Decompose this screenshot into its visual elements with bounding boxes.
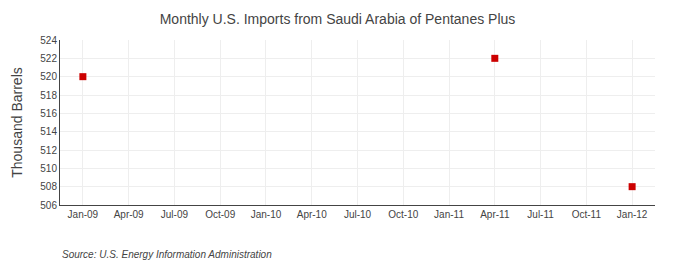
svg-text:Oct-11: Oct-11 bbox=[572, 209, 602, 220]
svg-text:Oct-09: Oct-09 bbox=[205, 209, 235, 220]
svg-text:506: 506 bbox=[40, 200, 57, 211]
svg-text:Monthly U.S. Imports from Saud: Monthly U.S. Imports from Saudi Arabia o… bbox=[160, 11, 516, 27]
svg-text:Jan-10: Jan-10 bbox=[251, 209, 282, 220]
svg-text:514: 514 bbox=[40, 126, 57, 137]
svg-text:Jan-09: Jan-09 bbox=[68, 209, 99, 220]
svg-text:Apr-10: Apr-10 bbox=[297, 209, 327, 220]
svg-text:Jan-11: Jan-11 bbox=[434, 209, 464, 220]
svg-text:516: 516 bbox=[40, 108, 57, 119]
svg-text:Jul-11: Jul-11 bbox=[527, 209, 554, 220]
svg-text:Jan-12: Jan-12 bbox=[617, 209, 648, 220]
svg-text:512: 512 bbox=[40, 145, 57, 156]
svg-text:Apr-09: Apr-09 bbox=[114, 209, 144, 220]
svg-text:Thousand Barrels: Thousand Barrels bbox=[9, 67, 25, 178]
svg-text:Apr-11: Apr-11 bbox=[480, 209, 510, 220]
svg-text:510: 510 bbox=[40, 163, 57, 174]
svg-text:524: 524 bbox=[40, 35, 57, 46]
svg-text:508: 508 bbox=[40, 181, 57, 192]
svg-text:Jul-09: Jul-09 bbox=[161, 209, 189, 220]
svg-text:522: 522 bbox=[40, 53, 57, 64]
svg-text:Jul-10: Jul-10 bbox=[344, 209, 372, 220]
svg-text:Oct-10: Oct-10 bbox=[388, 209, 418, 220]
svg-text:518: 518 bbox=[40, 90, 57, 101]
svg-text:520: 520 bbox=[40, 71, 57, 82]
svg-text:Source: U.S. Energy Informatio: Source: U.S. Energy Information Administ… bbox=[62, 249, 272, 260]
